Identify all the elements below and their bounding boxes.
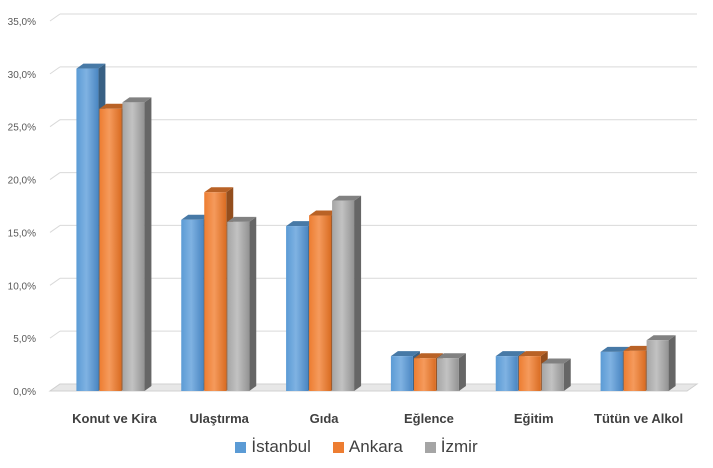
legend-label-ankara: Ankara [348,437,403,456]
bars [76,63,676,392]
y-tick-label: 15,0% [8,228,36,239]
gridline-side [49,172,61,180]
gridline-side [49,277,61,286]
gridline-side [49,330,61,339]
gridline-side [49,66,61,75]
x-axis: Konut ve Kira Ulaştırma Gıda Eğlence Eğitim T… [72,411,683,426]
y-tick-label: 25,0% [8,123,36,134]
bar-izmir-gida [332,195,362,391]
x-tick-label: Ulaştırma [190,411,250,426]
legend-swatch-istanbul [235,441,247,453]
legend-label-izmir: İzmir [440,437,478,456]
legend-swatch-ankara [332,441,344,453]
gridline-side [49,225,61,233]
legend-label-istanbul: İstanbul [251,437,311,456]
legend-item-izmir: İzmir [424,437,478,457]
gridline-side [49,119,61,128]
legend-swatch-izmir [424,441,436,453]
y-axis: 0,0% 5,0% 10,0% 15,0% 20,0% 25,0% 30,0% 35,0% [8,17,36,398]
bar-izmir-tutun-ve-alkol [646,335,676,391]
bar-izmir-konut-ve-kira [122,97,152,392]
x-tick-label: Tütün ve Alkol [594,411,683,426]
gridlines [49,13,697,392]
bar-izmir-eglence [436,353,466,391]
bar-izmir-egitim [541,358,571,391]
bar-izmir-ulastirma [227,216,257,391]
gridline-side [49,13,61,22]
x-tick-label: Eğlence [404,411,454,426]
x-tick-label: Eğitim [514,411,554,426]
y-tick-label: 30,0% [8,70,36,81]
legend-item-ankara: Ankara [332,437,403,457]
y-tick-label: 0,0% [13,387,36,398]
legend-item-istanbul: İstanbul [235,437,311,457]
y-tick-label: 10,0% [8,281,36,292]
x-tick-label: Gıda [310,411,340,426]
y-tick-label: 20,0% [8,176,36,187]
y-tick-label: 5,0% [13,334,36,345]
legend: İstanbul Ankara İzmir [0,437,713,457]
x-tick-label: Konut ve Kira [72,411,157,426]
y-tick-label: 35,0% [8,17,36,28]
